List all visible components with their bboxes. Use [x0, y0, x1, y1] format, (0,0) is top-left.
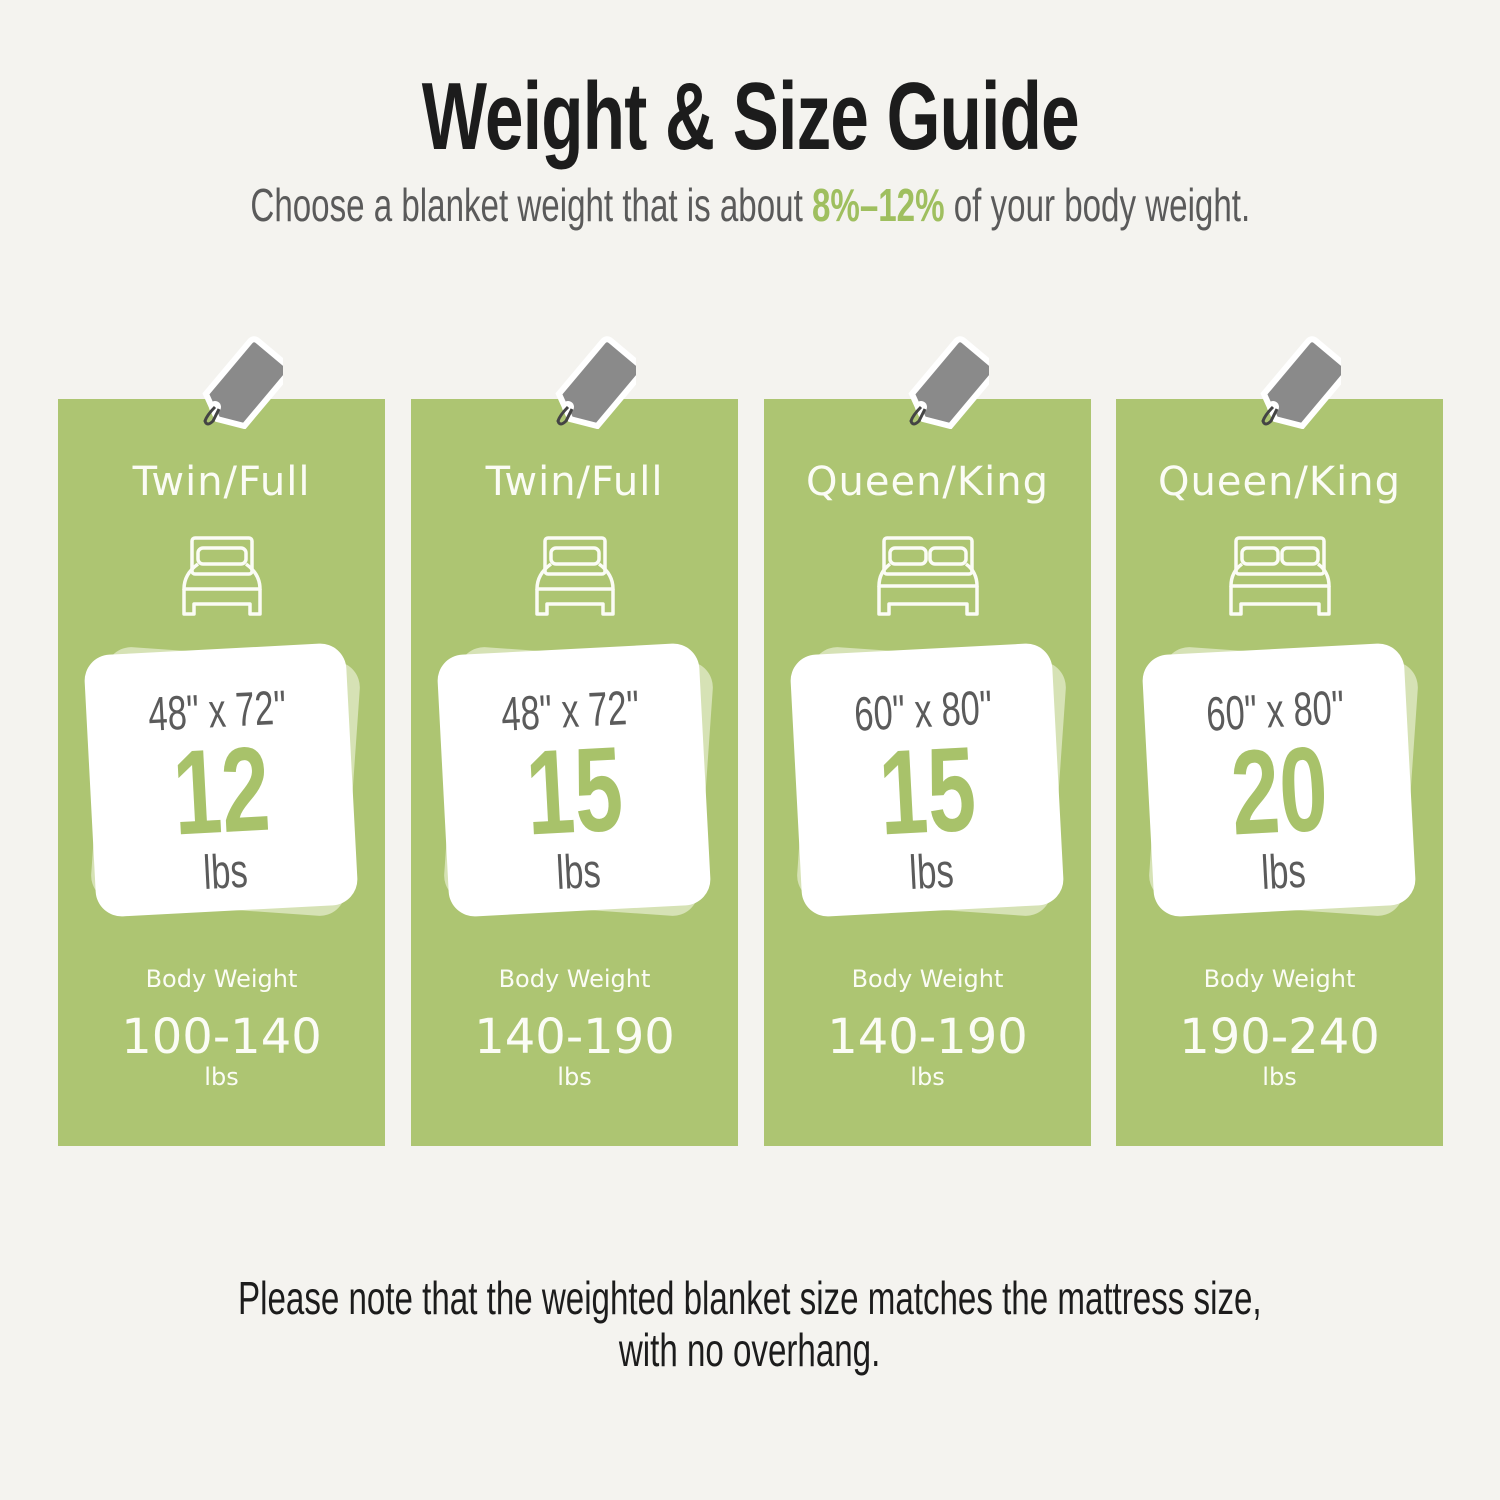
single-bed-icon	[533, 534, 617, 623]
price-tag-icon	[193, 329, 293, 430]
price-tag-icon	[546, 329, 646, 430]
page-title: Weight & Size Guide	[421, 63, 1079, 170]
bed-size-label: Queen/King	[806, 459, 1049, 505]
body-weight-unit: lbs	[557, 1063, 592, 1091]
body-weight-range: 140-190	[474, 1009, 675, 1065]
body-weight-label: Body Weight	[498, 965, 651, 993]
size-card: Queen/King 60" x 80" 15 lbs Body Weight 140-1…	[764, 336, 1091, 1146]
double-bed-icon	[876, 534, 980, 623]
size-card: Twin/Full 48" x 72" 12 lbs Body Weight 100-14…	[58, 336, 385, 1146]
price-tag-icon	[899, 329, 999, 430]
body-weight-unit: lbs	[910, 1063, 945, 1091]
body-weight-unit: lbs	[1262, 1063, 1297, 1091]
subtitle-text: Choose a blanket weight that is about 8%…	[250, 178, 1250, 232]
bed-size-label: Twin/Full	[485, 459, 664, 505]
body-weight-range: 140-190	[827, 1009, 1028, 1065]
body-weight-label: Body Weight	[851, 965, 1004, 993]
body-weight-unit: lbs	[204, 1063, 239, 1091]
size-card: Twin/Full 48" x 72" 15 lbs Body Weight 140-19…	[411, 336, 738, 1146]
weight-box: 48" x 72" 12 lbs	[83, 642, 359, 918]
subtitle-start: Choose a blanket weight that is about	[250, 179, 812, 231]
double-bed-icon	[1228, 534, 1332, 623]
blanket-weight: 20	[1228, 721, 1332, 861]
percentage-highlight: 8%–12%	[811, 179, 945, 231]
body-weight-range: 100-140	[121, 1009, 322, 1065]
body-weight-label: Body Weight	[145, 965, 298, 993]
footer-note: Please note that the weighted blanket si…	[0, 1272, 1500, 1376]
price-tag-icon	[1251, 329, 1351, 430]
subtitle-end: of your body weight.	[944, 179, 1250, 231]
blanket-weight: 15	[876, 721, 980, 861]
weight-box: 48" x 72" 15 lbs	[436, 642, 712, 918]
blanket-weight: 12	[170, 721, 274, 861]
weight-box: 60" x 80" 20 lbs	[1141, 642, 1417, 918]
weight-box: 60" x 80" 15 lbs	[789, 642, 1065, 918]
size-card: Queen/King 60" x 80" 20 lbs Body Weight 190-2…	[1116, 336, 1443, 1146]
subtitle: Choose a blanket weight that is about 8%…	[0, 178, 1500, 232]
body-weight-range: 190-240	[1179, 1009, 1380, 1065]
note-line-1: Please note that the weighted blanket si…	[238, 1272, 1262, 1324]
single-bed-icon	[180, 534, 264, 623]
body-weight-label: Body Weight	[1203, 965, 1356, 993]
note-line-2: with no overhang.	[619, 1324, 881, 1376]
blanket-weight: 15	[523, 721, 627, 861]
bed-size-label: Twin/Full	[132, 459, 311, 505]
bed-size-label: Queen/King	[1158, 459, 1401, 505]
